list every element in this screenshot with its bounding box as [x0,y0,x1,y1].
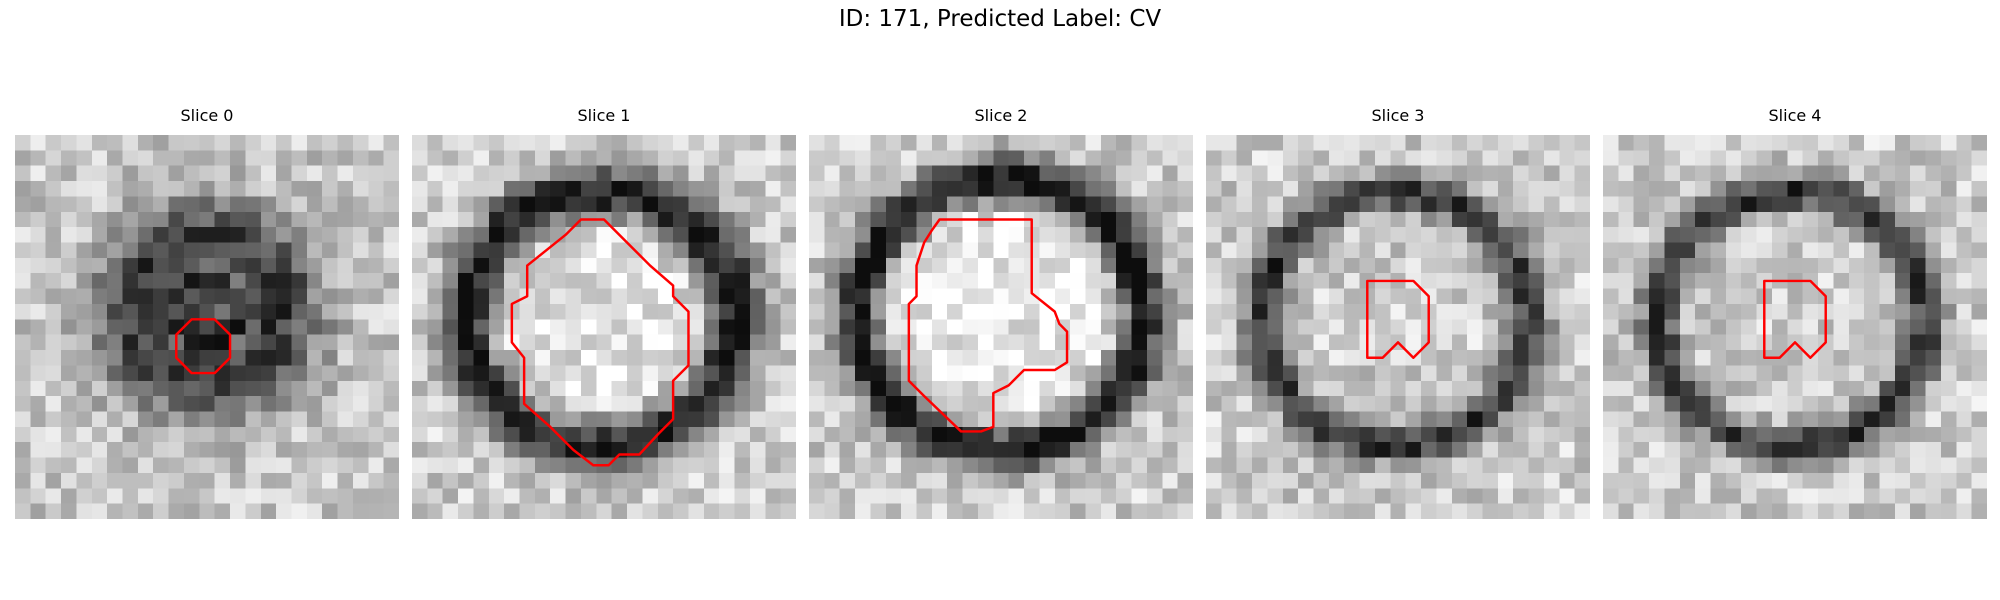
segmentation-contour [907,218,1069,433]
slice-image [809,135,1193,519]
slice-image [1603,135,1987,519]
slice-title: Slice 2 [974,106,1028,125]
figure-title: ID: 171, Predicted Label: CV [838,6,1162,32]
slice-image [1206,135,1590,519]
segmentation-contour [175,318,232,375]
slice-image [15,135,399,519]
slice-title: Slice 3 [1371,106,1425,125]
slice-pixels [1603,135,1987,519]
slice-title: Slice 0 [180,106,234,125]
slice-title: Slice 1 [577,106,631,125]
slice-pixels [809,135,1193,519]
segmentation-contour [1763,279,1827,359]
slice-image [412,135,796,519]
slice-pixels [15,135,399,519]
segmentation-contour [510,218,690,467]
slice-pixels [412,135,796,519]
slice-pixels [1206,135,1590,519]
slice-title: Slice 4 [1768,106,1822,125]
segmentation-contour [1366,279,1430,359]
